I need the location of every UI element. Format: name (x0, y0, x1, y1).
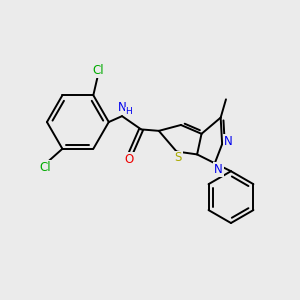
Text: N: N (214, 163, 223, 176)
Text: N: N (118, 101, 126, 114)
Text: N: N (224, 135, 233, 148)
Text: Cl: Cl (40, 160, 51, 174)
Text: Cl: Cl (92, 64, 103, 77)
Text: O: O (125, 153, 134, 166)
Text: S: S (174, 152, 182, 164)
Text: H: H (125, 107, 132, 116)
